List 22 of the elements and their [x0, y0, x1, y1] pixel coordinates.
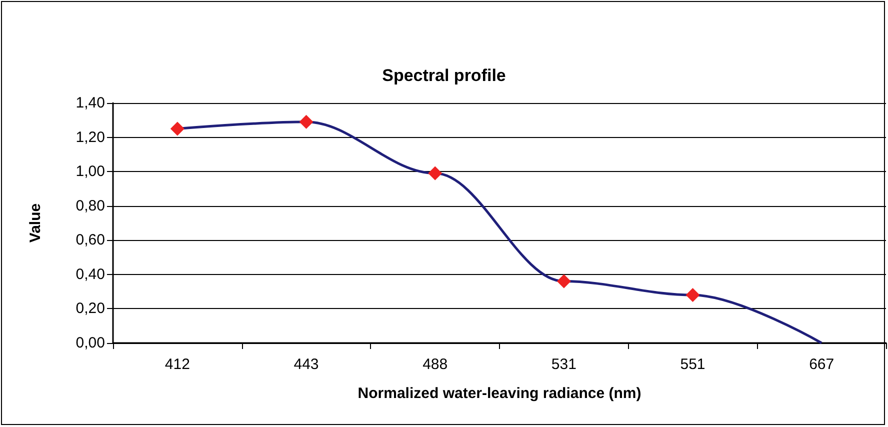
point	[686, 288, 700, 302]
x-tick-label: 488	[422, 356, 448, 373]
point	[299, 114, 314, 129]
point	[170, 122, 184, 136]
x-tick-label: 667	[809, 356, 834, 373]
chart-title: Spectral profile	[382, 66, 506, 85]
y-tick-label: 1,20	[76, 128, 105, 146]
x-tick-label: 412	[164, 356, 190, 373]
y-tick-label: 0,60	[76, 232, 105, 249]
y-tick-label: 0,00	[76, 334, 105, 352]
x-tick-label: 531	[551, 356, 576, 373]
x-axis-title: Normalized water-leaving radiance (nm)	[358, 385, 642, 402]
y-tick-label: 1,00	[76, 163, 105, 180]
y-tick-label: 0,20	[76, 300, 105, 318]
point	[428, 166, 442, 180]
y-tick-label: 0,80	[76, 197, 105, 214]
x-tick-label: 443	[294, 356, 319, 373]
y-tick-label: 0,40	[76, 266, 105, 283]
y-tick-label: 1,40	[76, 94, 105, 112]
x-tick-label: 551	[680, 356, 706, 373]
y-axis-title: Value	[27, 203, 44, 243]
point	[556, 274, 571, 288]
